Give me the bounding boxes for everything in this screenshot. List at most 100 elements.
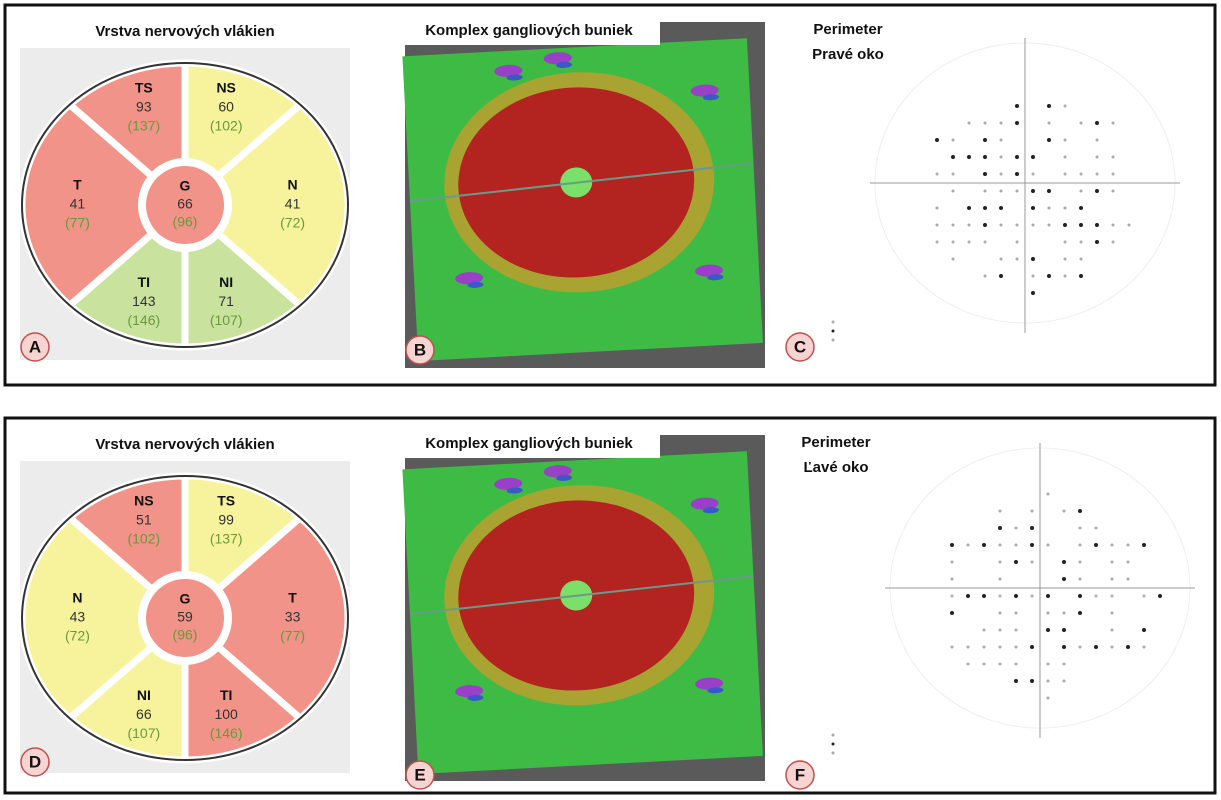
perimeter-dot <box>1063 223 1067 227</box>
sector-value: 99 <box>218 512 234 528</box>
perimeter-dot <box>1079 223 1083 227</box>
perimeter-dot <box>951 223 955 227</box>
perimeter-dot <box>999 274 1003 278</box>
perimeter-dot <box>1015 240 1019 244</box>
perimeter-dot <box>1047 274 1051 278</box>
sector-normal: (96) <box>173 627 198 643</box>
perimeter-dot <box>935 138 939 142</box>
perimeter-dot <box>999 121 1003 125</box>
sector-label: TS <box>135 80 153 96</box>
perimeter-dot <box>1047 189 1051 193</box>
panel-letter: A <box>29 337 41 356</box>
perimeter-dot <box>1031 257 1035 261</box>
perimeter-dot <box>998 577 1002 581</box>
perimeter-subtitle: Ľavé oko <box>803 459 868 476</box>
legend-marker <box>831 751 835 755</box>
letter-badge <box>405 760 435 790</box>
perimeter-dot <box>1078 560 1082 564</box>
oct-spot-edge <box>556 61 573 68</box>
perimeter-dot <box>950 560 954 564</box>
sector-label: G <box>180 591 191 607</box>
perimeter-dot <box>1015 104 1019 108</box>
perimeter-dot <box>1014 645 1018 649</box>
perimeter-dot <box>1095 121 1099 125</box>
perimeter-dot <box>982 645 986 649</box>
perimeter-dot <box>1014 628 1018 632</box>
oct-spot <box>695 264 724 277</box>
perimeter-dot <box>982 594 986 598</box>
sector-value: 66 <box>177 196 193 212</box>
perimeter-dot <box>1111 172 1115 176</box>
sector-value: 143 <box>132 293 156 309</box>
perimeter-dot <box>1142 543 1146 547</box>
perimeter-dot <box>1031 155 1035 159</box>
perimeter-dot <box>1079 172 1083 176</box>
perimeter-dot <box>1047 223 1051 227</box>
letter-badge <box>20 747 50 777</box>
sector-normal: (72) <box>65 628 90 644</box>
sector-label: TI <box>220 687 232 703</box>
oct-spot <box>494 64 523 77</box>
perimeter-dot <box>1030 526 1034 530</box>
perimeter-dot <box>1095 155 1099 159</box>
perimeter-dot <box>1063 172 1067 176</box>
perimeter-dot <box>1063 138 1067 142</box>
oct-spot-edge <box>702 94 719 101</box>
sector-value: 60 <box>218 99 234 115</box>
rnfl-title: Vrstva nervových vlákien <box>95 436 274 453</box>
perimeter-dot <box>1095 240 1099 244</box>
perimeter-dot <box>982 662 986 666</box>
perimeter-dot <box>1030 645 1034 649</box>
oct-title: Komplex gangliových buniek <box>425 22 633 39</box>
perimeter-dot <box>998 509 1002 513</box>
perimeter-dot <box>951 138 955 142</box>
perimeter-dot <box>1014 543 1018 547</box>
perimeter-dot <box>1079 206 1083 210</box>
perimeter-dot <box>983 121 987 125</box>
perimeter-dot <box>951 240 955 244</box>
sector-label: TI <box>138 274 150 290</box>
perimeter-dot <box>1046 594 1050 598</box>
perimeter-dot <box>951 172 955 176</box>
perimeter-dot <box>1078 543 1082 547</box>
perimeter-dot <box>998 543 1002 547</box>
sector-value: 66 <box>136 706 152 722</box>
sector-normal: (72) <box>280 215 305 231</box>
perimeter-dot <box>1126 645 1130 649</box>
sector-normal: (77) <box>280 628 305 644</box>
perimeter-dot <box>1062 509 1066 513</box>
oct-spot-edge <box>556 474 573 481</box>
oct-spot <box>543 52 572 65</box>
perimeter-dot <box>966 543 970 547</box>
sector-normal: (102) <box>210 118 243 134</box>
perimeter-dot <box>998 628 1002 632</box>
oct-title-bg <box>398 17 660 45</box>
sector-value: 43 <box>70 609 86 625</box>
perimeter-dot <box>1046 679 1050 683</box>
perimeter-dot <box>1095 223 1099 227</box>
perimeter-dot <box>1015 121 1019 125</box>
sector-value: 41 <box>285 196 301 212</box>
perimeter-dot <box>1063 104 1067 108</box>
perimeter-dot <box>1111 121 1115 125</box>
perimeter-dot <box>983 206 987 210</box>
perimeter-dot <box>982 628 986 632</box>
perimeter-dot <box>1030 543 1034 547</box>
letter-badge <box>20 332 50 362</box>
perimeter-dot <box>1110 560 1114 564</box>
oct-spot <box>695 677 724 690</box>
perimeter-dot <box>999 172 1003 176</box>
sector-value: 33 <box>285 609 301 625</box>
perimeter-dot <box>1062 577 1066 581</box>
perimeter-dot <box>1111 223 1115 227</box>
perimeter-dot <box>1031 206 1035 210</box>
perimeter-dot <box>1063 274 1067 278</box>
sector-label: N <box>288 177 298 193</box>
sector-normal: (137) <box>127 118 160 134</box>
perimeter-title: Perimeter <box>813 21 882 38</box>
perimeter-dot <box>998 662 1002 666</box>
perimeter-dot <box>1046 543 1050 547</box>
perimeter-dot <box>1030 509 1034 513</box>
panel-letter: B <box>414 340 426 359</box>
